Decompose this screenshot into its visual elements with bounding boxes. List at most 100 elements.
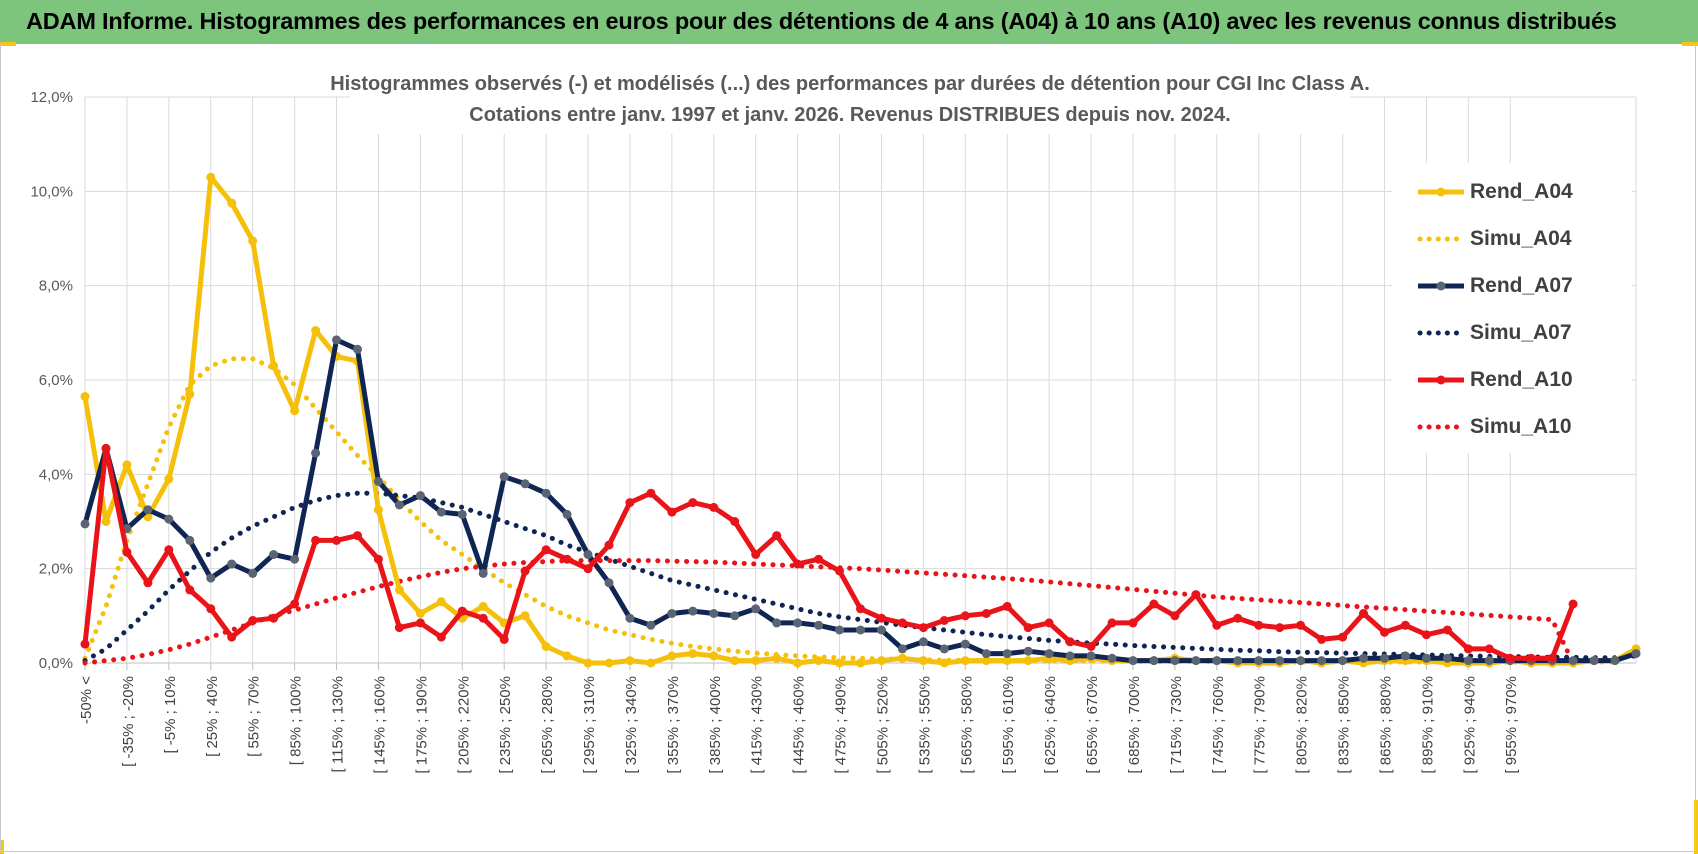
- data-point-rend-a04: [562, 651, 572, 661]
- data-point-rend-a10: [415, 618, 425, 628]
- data-point-rend-a10: [604, 540, 614, 550]
- data-point-rend-a10: [646, 488, 656, 498]
- legend-item-rend-a04: Rend_A04: [1392, 177, 1632, 207]
- data-point-rend-a04: [478, 601, 488, 611]
- x-tick-label: [ -5% ; 10%: [162, 676, 179, 754]
- x-tick-label: [ 775% ; 790%: [1252, 676, 1269, 774]
- data-point-rend-a10: [1191, 590, 1201, 600]
- x-tick-label: -50% <: [78, 676, 95, 724]
- x-tick-label: [ 955% ; 970%: [1503, 676, 1520, 774]
- x-tick-label: [ 805% ; 820%: [1294, 676, 1311, 774]
- page-title: ADAM Informe. Histogrammes des performan…: [26, 8, 1617, 34]
- data-point-rend-a07: [227, 559, 237, 569]
- data-point-rend-a07: [667, 609, 677, 618]
- legend-label: Rend_A10: [1470, 368, 1573, 391]
- data-point-rend-a04: [772, 653, 782, 663]
- data-point-rend-a04: [436, 597, 446, 607]
- data-point-rend-a10: [1065, 637, 1075, 647]
- data-point-rend-a07: [541, 488, 551, 498]
- data-point-rend-a10: [499, 634, 509, 644]
- data-point-rend-a07: [311, 448, 321, 458]
- data-point-rend-a04: [583, 658, 593, 668]
- data-point-rend-a07: [206, 573, 216, 583]
- data-point-rend-a07: [877, 625, 886, 635]
- y-tick-label: 12,0%: [30, 89, 73, 106]
- data-point-rend-a10: [457, 606, 467, 616]
- data-point-rend-a10: [1086, 642, 1096, 651]
- data-point-rend-a07: [709, 609, 719, 618]
- data-point-rend-a07: [1107, 653, 1117, 663]
- legend-item-rend-a07: Rend_A07: [1392, 271, 1632, 301]
- data-point-rend-a10: [1442, 625, 1452, 635]
- legend-item-simu-a07: Simu_A07: [1392, 318, 1632, 348]
- data-point-rend-a04: [80, 392, 90, 401]
- data-point-rend-a04: [101, 517, 111, 526]
- data-point-rend-a07: [604, 578, 614, 588]
- data-point-rend-a04: [227, 198, 237, 208]
- x-tick-label: [ 145% ; 160%: [371, 676, 388, 774]
- data-point-rend-a10: [1338, 632, 1348, 642]
- data-point-rend-a04: [730, 656, 740, 666]
- data-point-rend-a07: [646, 620, 656, 630]
- data-point-rend-a07: [1296, 656, 1306, 666]
- data-point-rend-a10: [814, 554, 824, 564]
- data-point-rend-a10: [1107, 618, 1117, 628]
- x-tick-label: [ 385% ; 400%: [707, 676, 724, 774]
- data-point-rend-a04: [311, 326, 321, 335]
- legend-item-simu-a10: Simu_A10: [1392, 412, 1632, 442]
- x-tick-label: [ 175% ; 190%: [413, 676, 430, 774]
- data-point-rend-a07: [1044, 649, 1054, 659]
- corner-marker-bottom-left: [0, 840, 4, 854]
- data-point-rend-a07: [814, 620, 824, 630]
- header-bar: ADAM Informe. Histogrammes des performan…: [0, 0, 1698, 44]
- data-point-rend-a07: [1065, 651, 1075, 661]
- data-point-rend-a04: [520, 611, 530, 621]
- legend-item-simu-a04: Simu_A04: [1392, 224, 1632, 254]
- data-point-rend-a10: [227, 632, 237, 642]
- data-point-rend-a04: [960, 656, 970, 666]
- data-point-rend-a10: [772, 531, 782, 541]
- data-point-rend-a07: [164, 514, 174, 524]
- data-point-rend-a07: [897, 644, 907, 654]
- data-point-rend-a10: [311, 535, 321, 545]
- data-point-rend-a07: [1254, 656, 1264, 666]
- x-tick-label: [ 595% ; 610%: [1000, 676, 1017, 774]
- x-tick-label: [ 715% ; 730%: [1168, 676, 1185, 774]
- data-point-rend-a07: [730, 611, 740, 621]
- data-point-rend-a07: [499, 472, 509, 482]
- data-point-rend-a07: [1275, 656, 1285, 666]
- data-point-rend-a07: [793, 618, 803, 628]
- data-point-rend-a04: [269, 361, 279, 371]
- data-point-rend-a07: [835, 625, 844, 635]
- data-point-rend-a07: [1191, 656, 1201, 666]
- data-point-rend-a10: [1400, 620, 1410, 630]
- data-point-rend-a07: [80, 519, 90, 529]
- data-point-rend-a10: [185, 585, 195, 595]
- data-point-rend-a07: [143, 505, 153, 515]
- title-background: [350, 64, 1350, 134]
- data-point-rend-a10: [1296, 620, 1306, 630]
- x-tick-label: [ 475% ; 490%: [833, 676, 850, 774]
- data-point-rend-a07: [625, 613, 635, 623]
- data-point-rend-a10: [1233, 613, 1243, 623]
- x-tick-label: [ 325% ; 340%: [623, 676, 640, 774]
- x-tick-label: [ 25% ; 40%: [204, 676, 221, 757]
- data-point-rend-a10: [688, 498, 698, 508]
- data-point-rend-a10: [562, 554, 572, 564]
- data-point-rend-a07: [1463, 656, 1473, 666]
- data-point-rend-a10: [625, 498, 635, 508]
- data-point-rend-a04: [939, 658, 949, 668]
- data-point-rend-a07: [290, 554, 300, 564]
- data-point-rend-a10: [667, 507, 677, 517]
- data-point-rend-a04: [394, 585, 404, 595]
- y-tick-label: 6,0%: [39, 372, 73, 389]
- legend-label: Simu_A07: [1470, 321, 1572, 344]
- data-point-rend-a07: [1128, 656, 1138, 666]
- x-tick-label: [ 745% ; 760%: [1210, 676, 1227, 774]
- data-point-rend-a04: [290, 406, 300, 416]
- data-point-rend-a07: [1631, 649, 1641, 659]
- data-point-rend-a07: [394, 500, 404, 510]
- data-point-rend-a10: [1170, 611, 1180, 621]
- data-point-rend-a10: [981, 609, 991, 618]
